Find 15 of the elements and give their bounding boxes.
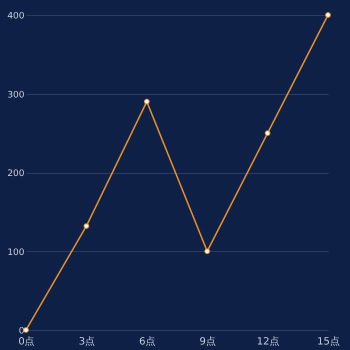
point: [204, 248, 210, 254]
y-tick-label: 100: [7, 248, 25, 258]
x-tick-label: 3点: [78, 336, 96, 348]
x-tick-label: 0点: [18, 336, 35, 348]
x-tick-label: 15点: [317, 336, 340, 348]
y-tick-label: 300: [7, 90, 25, 100]
point: [325, 12, 331, 18]
point: [144, 98, 150, 104]
y-tick-label: 400: [7, 12, 25, 22]
x-tick-label: 9点: [200, 336, 216, 348]
x-tick-label: 6点: [139, 336, 156, 348]
point: [264, 130, 270, 136]
x-tick-label: 12点: [256, 336, 280, 348]
y-tick-label: 200: [7, 169, 25, 179]
point: [84, 223, 90, 229]
